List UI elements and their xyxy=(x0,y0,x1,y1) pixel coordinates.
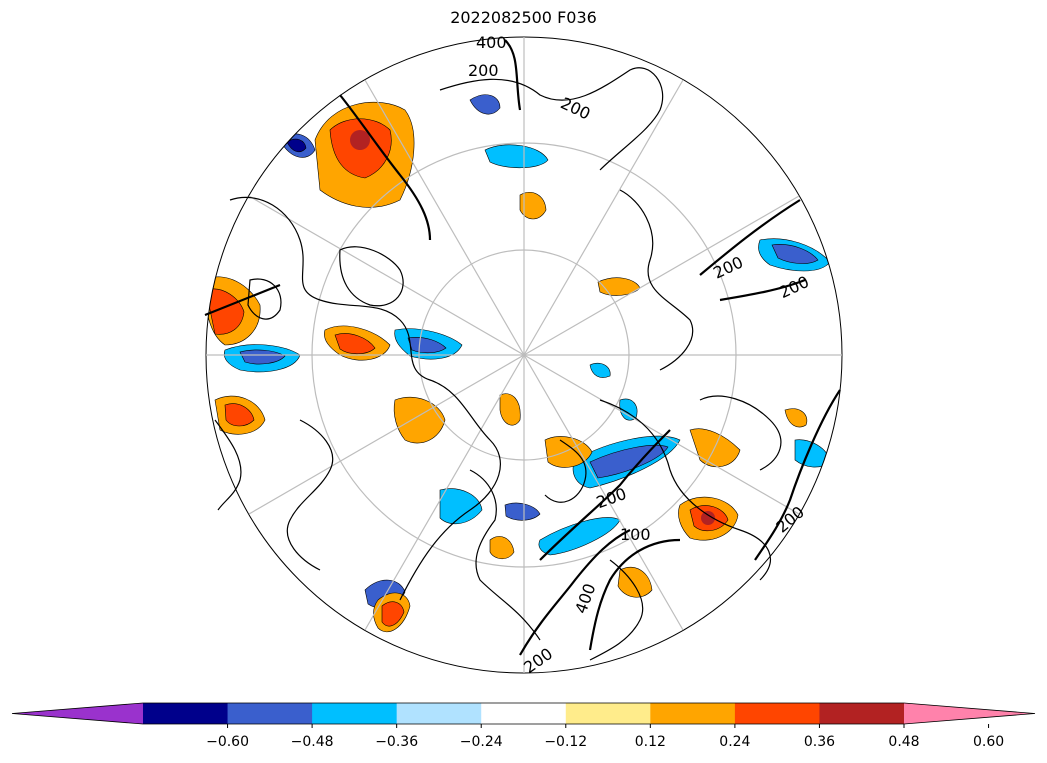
contour-label-400-south: 400 xyxy=(571,581,599,616)
colorbar-extend-low xyxy=(12,703,143,724)
coastlines xyxy=(214,67,782,661)
colorbar-segment xyxy=(734,703,820,724)
colorbar-tick-label: −0.60 xyxy=(206,734,249,750)
contour-label-200-north: 200 xyxy=(468,61,499,80)
colorbar-tick-label: 0.24 xyxy=(719,734,750,750)
contour-label-200-east-upper: 200 xyxy=(710,252,746,282)
graticule xyxy=(206,37,842,673)
colorbar-tick-label: −0.24 xyxy=(460,734,503,750)
colorbar-tick-label: 0.12 xyxy=(635,734,666,750)
colorbar-tick-label: −0.12 xyxy=(544,734,587,750)
colorbar-segment xyxy=(312,703,398,724)
colorbar-segment xyxy=(143,703,229,724)
colorbar-tick-label: −0.36 xyxy=(375,734,418,750)
contour-label-200-northeast: 200 xyxy=(558,93,594,123)
colorbar-outline xyxy=(11,702,1036,725)
height-contours xyxy=(204,39,841,656)
colorbar-segment xyxy=(565,703,651,724)
colorbar-tick-label: 0.36 xyxy=(804,734,835,750)
contour-label-200-east-lower: 200 xyxy=(776,272,812,302)
colorbar-tick-label: 0.48 xyxy=(888,734,919,750)
colorbar-segment xyxy=(396,703,482,724)
contour-label-400-north: 400 xyxy=(476,33,507,52)
colorbar-segment xyxy=(650,703,736,724)
colorbar-segment xyxy=(227,703,313,724)
colorbar-ticks: −0.60 −0.48 −0.36 −0.24 −0.12 0.12 0.24 0.36 0.4… xyxy=(206,724,1004,750)
colorbar-segment xyxy=(819,703,905,724)
colorbar-segment xyxy=(481,703,567,724)
map-title: 2022082500 F036 xyxy=(450,8,597,27)
colorbar-tick-label: 0.60 xyxy=(973,734,1004,750)
polar-map: 400 200 200 200 200 200 200 100 400 200 xyxy=(204,33,843,677)
colorbar-tick-label: −0.48 xyxy=(291,734,334,750)
contour-label-200-south: 200 xyxy=(594,484,629,512)
contour-label-100-south: 100 xyxy=(620,525,651,544)
colorbar-extend-high xyxy=(904,703,1035,724)
colorbar-segments xyxy=(11,702,1036,725)
